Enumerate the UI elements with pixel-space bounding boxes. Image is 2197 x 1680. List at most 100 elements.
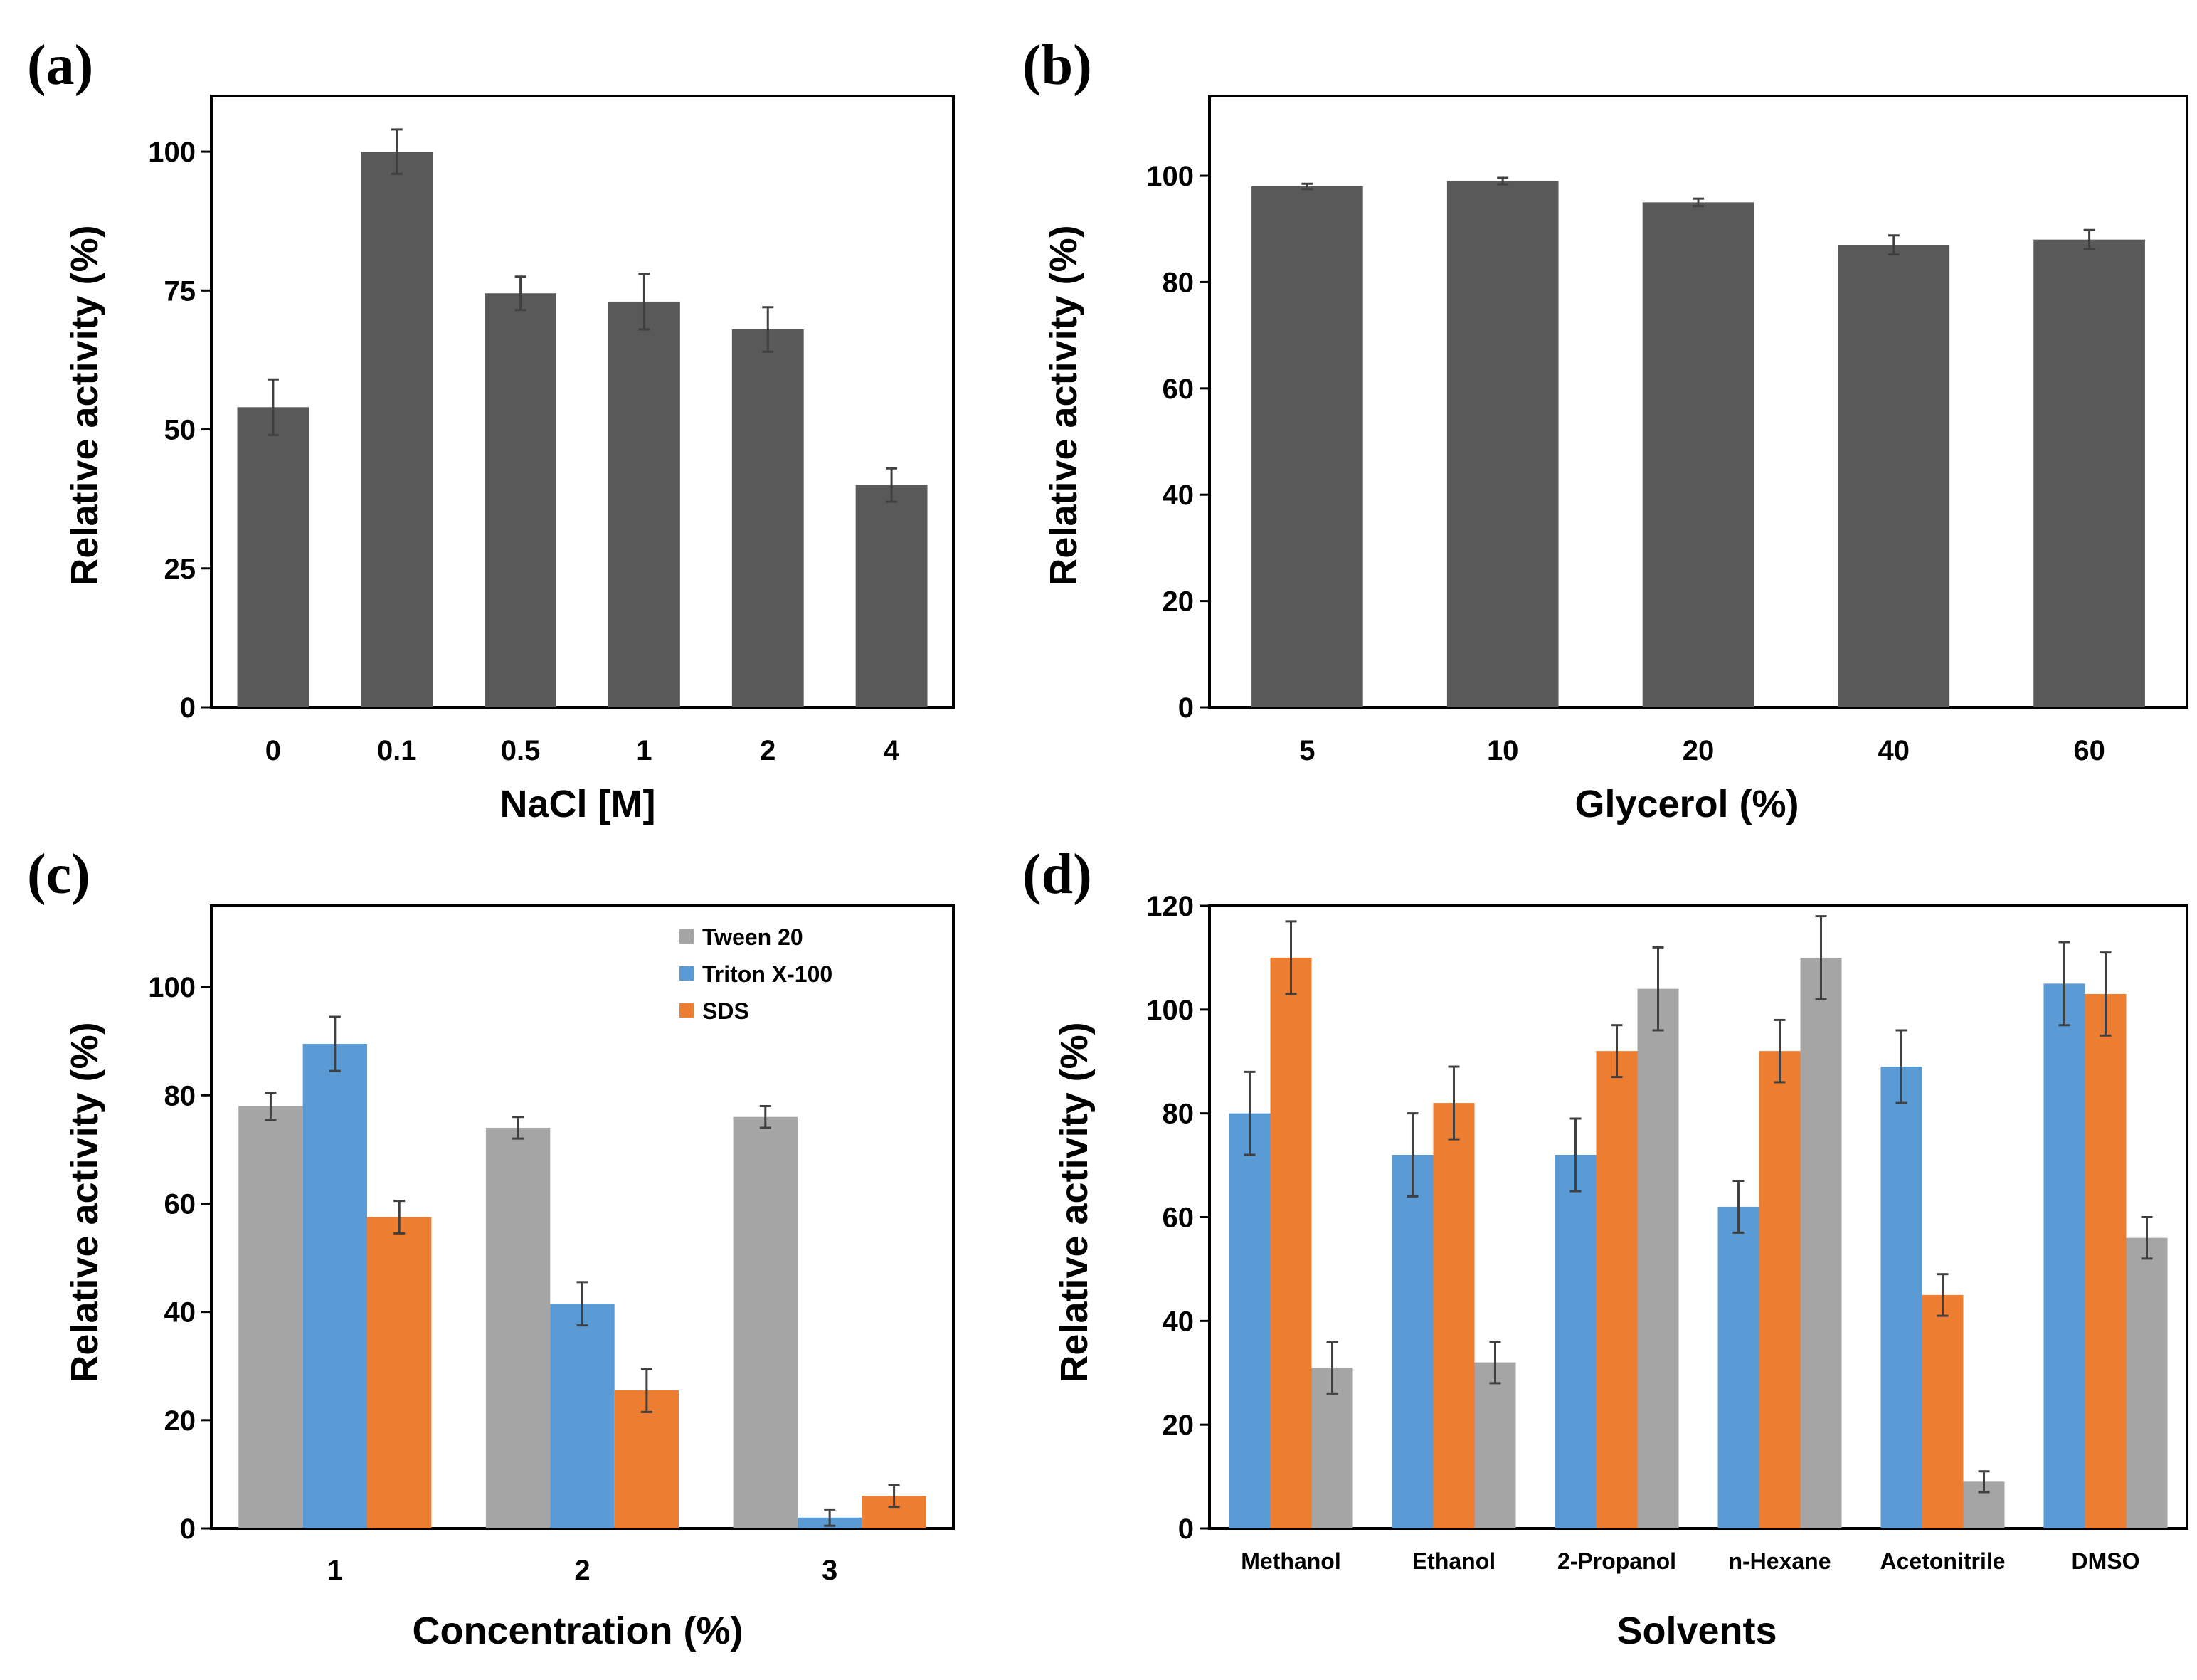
legend-label: SDS [702,998,749,1024]
bar [855,485,928,707]
bar [1759,1051,1801,1528]
bar [1392,1155,1434,1528]
y-tick-label: 25 [164,554,196,585]
x-tick-label: Ethanol [1412,1548,1495,1574]
y-tick-label: 100 [148,137,196,168]
bar [485,293,556,707]
x-tick-label: 0.1 [377,735,417,766]
x-tick-label: Methanol [1241,1548,1340,1574]
x-tick-label: 20 [1683,735,1715,766]
x-tick-label: 1 [327,1555,343,1586]
y-tick-label: 40 [1163,1306,1195,1337]
bar [1838,245,1950,707]
x-tick-label: 2 [574,1555,590,1586]
y-tick-label: 75 [164,275,196,307]
x-tick-label: 60 [2073,735,2105,766]
y-tick-label: 50 [164,415,196,446]
panel-d-y-axis-title: Relative activity (%) [1053,1022,1096,1383]
y-tick-label: 20 [1163,1410,1195,1441]
bar [2033,239,2145,708]
bar [237,407,309,707]
x-tick-label: 40 [1878,735,1910,766]
y-tick-label: 80 [1163,267,1195,298]
bar [1922,1294,1964,1528]
x-tick-label: 3 [822,1555,837,1586]
y-tick-label: 40 [164,1297,196,1328]
bar [361,152,433,707]
x-tick-label: 10 [1487,735,1519,766]
x-tick-label: 2 [760,735,775,766]
panel-d-plot-frame [1208,904,2188,1530]
legend-swatch [679,966,694,981]
x-tick-label: Acetonitrile [1880,1548,2005,1574]
y-tick-label: 100 [1146,161,1194,192]
bar [1474,1362,1516,1528]
x-tick-label: 1 [636,735,652,766]
y-tick-label: 80 [1163,1099,1195,1130]
bar [1642,202,1754,707]
x-tick-label: 2-Propanol [1557,1548,1676,1574]
bar [1717,1206,1759,1528]
y-tick-label: 20 [164,1405,196,1437]
panel-b-label: (b) [1022,34,1092,97]
panel-b: (b) 0 20 40 60 80 100 5 10 20 40 60 Glycerol (%) R… [1022,34,2188,825]
y-tick-label: 60 [164,1188,196,1220]
panel-d-x-axis-title: Solvents [1616,1610,1777,1652]
bar [1637,988,1679,1528]
bar [1270,957,1312,1528]
y-tick-label: 80 [164,1080,196,1111]
x-tick-label: 0 [265,735,281,766]
bar [1446,181,1559,707]
y-tick-label: 0 [1178,692,1194,724]
y-tick-label: 0 [180,692,196,724]
legend-label: Tween 20 [702,924,803,950]
bar [733,1116,798,1528]
bar [2043,983,2085,1528]
y-tick-label: 60 [1163,374,1195,405]
y-tick-label: 0 [1178,1513,1194,1545]
y-tick-label: 120 [1146,891,1194,922]
bar [1229,1113,1271,1528]
panel-a-label: (a) [27,34,93,97]
legend-label: Triton X-100 [702,961,832,987]
panel-a-plot-frame [210,95,955,709]
x-tick-label: 5 [1299,735,1315,766]
bar [485,1127,551,1528]
panel-d: (d) 0 20 40 60 80 100 120 Methanol Ethanol 2-Prop… [1022,843,2188,1652]
legend-swatch [679,929,694,944]
x-tick-label: DMSO [2072,1548,2140,1574]
bar [1555,1155,1597,1528]
panel-a-y-axis-title: Relative activity (%) [63,225,106,586]
panel-c: (c) 0 20 40 60 80 100 1 2 3 Tween 20 Triton X-100… [27,843,955,1652]
bar [302,1044,368,1528]
x-tick-label: 0.5 [501,735,541,766]
bar [1596,1051,1638,1528]
bar [1880,1067,1922,1528]
x-tick-label: n-Hexane [1728,1548,1831,1574]
y-tick-label: 20 [1163,586,1195,618]
bar [2126,1237,2168,1528]
y-tick-label: 40 [1163,480,1195,511]
bar [608,301,680,707]
y-tick-label: 0 [180,1513,196,1545]
panel-b-y-axis-title: Relative activity (%) [1042,225,1085,586]
panel-a: (a) 0 25 50 75 100 0 0.1 0.5 1 2 4 NaCl [M] Relati… [27,34,955,825]
panel-b-x-axis-title: Glycerol (%) [1574,783,1799,825]
panel-a-x-axis-title: NaCl [M] [500,783,656,825]
bar [731,329,804,707]
bar [614,1390,679,1528]
bar [550,1304,615,1528]
x-tick-label: 4 [884,735,900,766]
bar [238,1106,303,1528]
bar [1800,957,1842,1528]
y-tick-label: 100 [1146,995,1194,1026]
panel-c-legend: Tween 20 Triton X-100 SDS [679,924,832,1024]
panel-d-label: (d) [1022,843,1092,906]
y-tick-label: 60 [1163,1203,1195,1234]
bar [2085,993,2127,1528]
panel-c-label: (c) [27,843,90,906]
bar [367,1217,432,1528]
bar [1433,1103,1475,1528]
legend-swatch [679,1003,694,1018]
